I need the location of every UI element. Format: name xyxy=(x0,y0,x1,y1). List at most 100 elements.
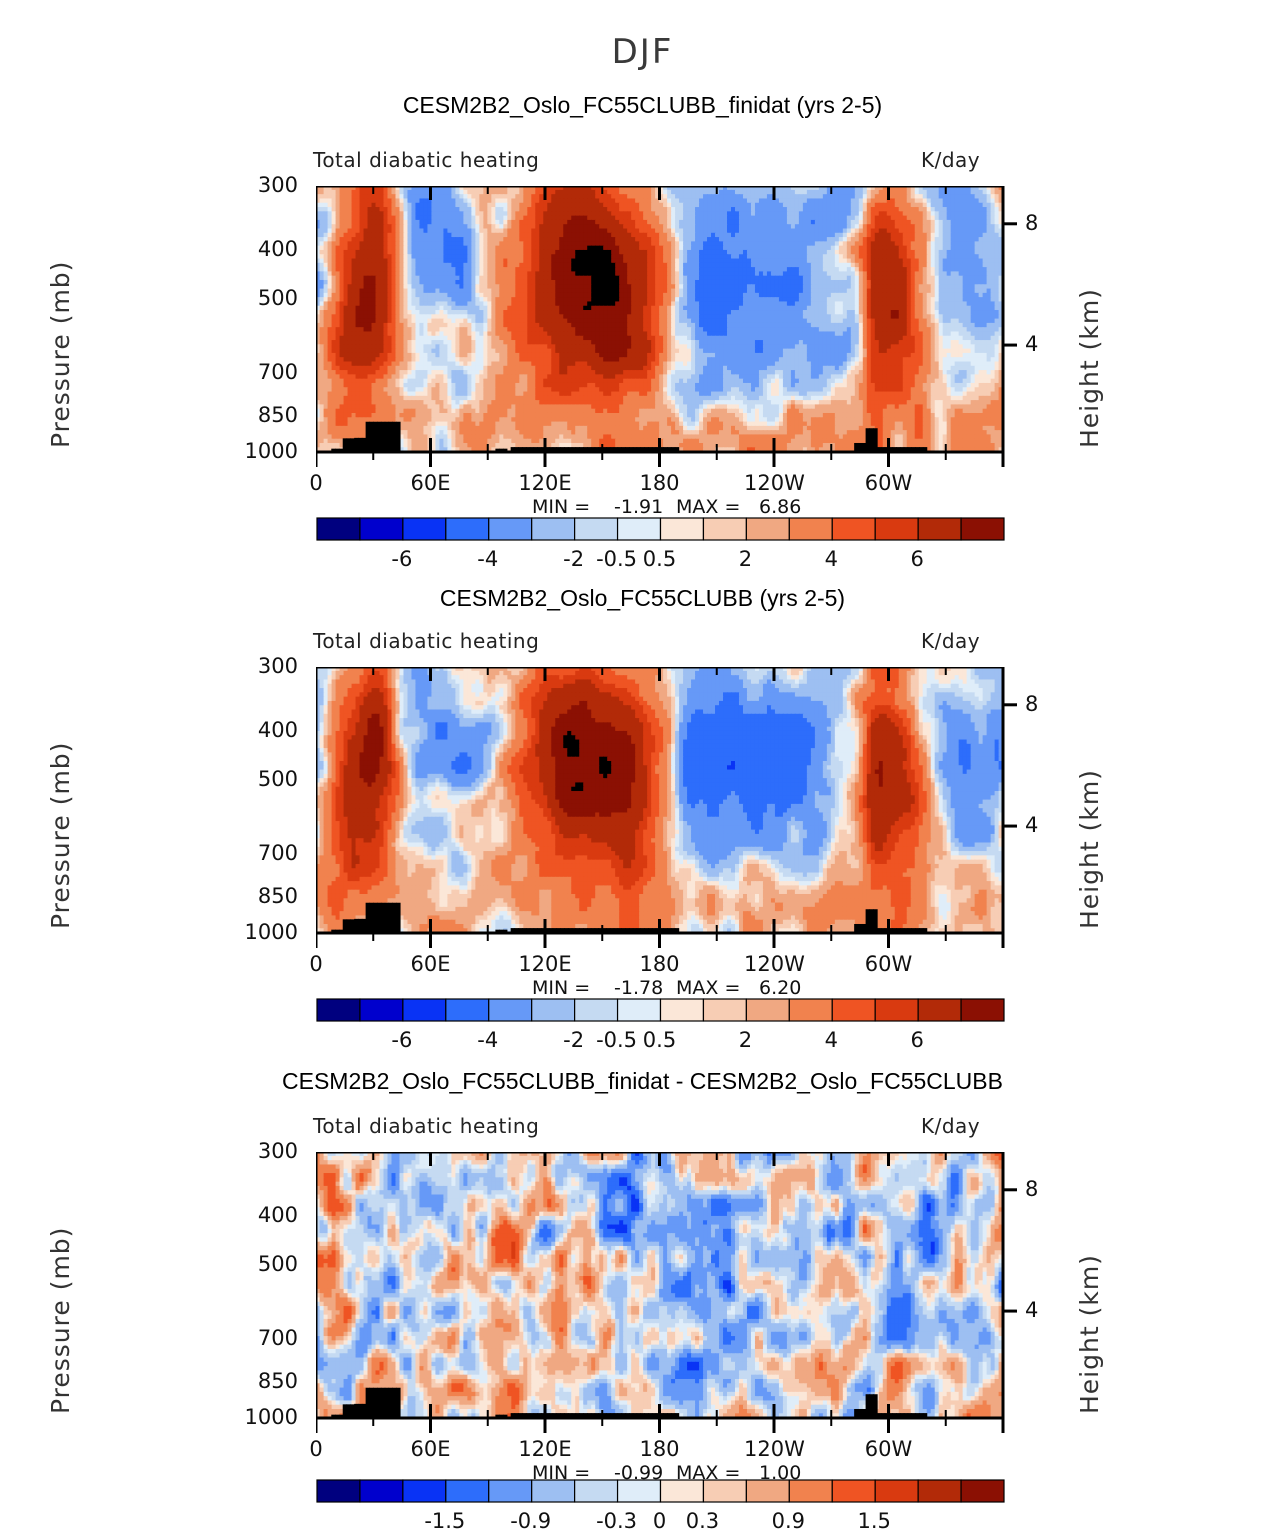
panel-2-colorbar-swatch xyxy=(575,999,618,1021)
panel-3-pressure-label: 400 xyxy=(0,1203,298,1227)
panel-2-colorbar-swatch xyxy=(961,999,1004,1021)
panel-1-lon-label: 120W xyxy=(744,471,804,495)
panel-1-title: CESM2B2_Oslo_FC55CLUBB_finidat (yrs 2-5) xyxy=(0,92,1285,119)
panel-2-pressure-label: 400 xyxy=(0,718,298,742)
panel-2-colorbar-swatch xyxy=(703,999,746,1021)
panel-2-colorbar-label: 4 xyxy=(786,1028,876,1052)
panel-1-contour-field xyxy=(316,186,1003,452)
panel-3-colorbar-swatch xyxy=(575,1480,618,1502)
panel-2-colorbar-swatch xyxy=(403,999,446,1021)
panel-1-colorbar-swatch xyxy=(961,518,1004,540)
panel-1-max-label: MAX = xyxy=(676,496,740,518)
panel-1-colorbar-label: -4 xyxy=(443,547,533,571)
panel-1-colorbar-swatch xyxy=(875,518,918,540)
panel-1-colorbar-label: -6 xyxy=(357,547,447,571)
panel-1-height-label: 8 xyxy=(1025,211,1038,235)
panel-1-min-value: -1.91 xyxy=(614,496,663,518)
panel-2-colorbar-label: -6 xyxy=(357,1028,447,1052)
panel-2-colorbar-swatch xyxy=(789,999,832,1021)
panel-1-colorbar-swatch xyxy=(317,518,360,540)
panel-3-units-label: K/day xyxy=(921,1114,980,1138)
panel-1-lon-label: 180 xyxy=(630,471,690,495)
panel-3-height-label: 4 xyxy=(1025,1298,1038,1322)
panel-2-colorbar[interactable] xyxy=(316,998,1005,1022)
panel-2-colorbar-swatch xyxy=(918,999,961,1021)
panel-1-plot xyxy=(316,186,1113,508)
panel-2-lon-label: 0 xyxy=(286,952,346,976)
panel-3-title: CESM2B2_Oslo_FC55CLUBB_finidat - CESM2B2… xyxy=(0,1068,1285,1095)
panel-2-min-value: -1.78 xyxy=(614,977,663,999)
panel-1-colorbar-swatch xyxy=(575,518,618,540)
panel-3-colorbar-swatch xyxy=(317,1480,360,1502)
panel-3-lon-label: 0 xyxy=(286,1437,346,1461)
panel-3-height-label: 8 xyxy=(1025,1177,1038,1201)
panel-1-y-axis-label-left: Pressure (mb) xyxy=(46,261,75,448)
panel-1-pressure-label: 400 xyxy=(0,237,298,261)
panel-2-colorbar-swatch xyxy=(489,999,532,1021)
panel-2-colorbar-swatch xyxy=(832,999,875,1021)
panel-2-colorbar-swatch xyxy=(618,999,661,1021)
panel-1-colorbar-label: 2 xyxy=(700,547,790,571)
panel-2-colorbar-label: -4 xyxy=(443,1028,533,1052)
panel-1-pressure-label: 1000 xyxy=(0,439,298,463)
panel-3-pressure-label: 850 xyxy=(0,1369,298,1393)
panel-1-colorbar-swatch xyxy=(489,518,532,540)
panel-1-pressure-label: 700 xyxy=(0,360,298,384)
panel-1-colorbar-swatch xyxy=(618,518,661,540)
panel-3-colorbar-swatch xyxy=(789,1480,832,1502)
panel-1-colorbar-swatch xyxy=(661,518,704,540)
panel-2-min-label: MIN = xyxy=(532,977,590,999)
panel-3-colorbar-swatch xyxy=(961,1480,1004,1502)
panel-3-colorbar-swatch xyxy=(532,1480,575,1502)
panel-1-colorbar-swatch xyxy=(403,518,446,540)
panel-2-lon-label: 60E xyxy=(401,952,461,976)
panel-3-pressure-label: 300 xyxy=(0,1139,298,1163)
panel-3-colorbar[interactable] xyxy=(316,1479,1005,1503)
panel-3-pressure-label: 500 xyxy=(0,1252,298,1276)
panel-2-lon-label: 180 xyxy=(630,952,690,976)
panel-3-colorbar-label: -0.9 xyxy=(486,1509,576,1533)
panel-2-lon-label: 120E xyxy=(515,952,575,976)
panel-1-colorbar-swatch xyxy=(532,518,575,540)
panel-1-pressure-label: 300 xyxy=(0,173,298,197)
panel-1-height-label: 4 xyxy=(1025,332,1038,356)
panel-2-max-value: 6.20 xyxy=(759,977,801,999)
panel-2-colorbar-swatch xyxy=(875,999,918,1021)
panel-1-colorbar[interactable] xyxy=(316,517,1005,541)
panel-1-colorbar-swatch xyxy=(918,518,961,540)
panel-2-field-label: Total diabatic heating xyxy=(313,629,539,653)
panel-3-colorbar-swatch xyxy=(832,1480,875,1502)
panel-3-field-label: Total diabatic heating xyxy=(313,1114,539,1138)
panel-3-plot xyxy=(316,1152,1113,1474)
panel-1-max-value: 6.86 xyxy=(759,496,801,518)
panel-1-field-label: Total diabatic heating xyxy=(313,148,539,172)
panel-2-pressure-label: 500 xyxy=(0,767,298,791)
panel-1-units-label: K/day xyxy=(921,148,980,172)
panel-2-pressure-label: 700 xyxy=(0,841,298,865)
panel-2-colorbar-label: 0.5 xyxy=(615,1028,705,1052)
panel-3-colorbar-swatch xyxy=(703,1480,746,1502)
panel-3-y-axis-label-right: Height (km) xyxy=(1075,1254,1104,1414)
panel-1-lon-label: 60E xyxy=(401,471,461,495)
panel-2-colorbar-swatch xyxy=(446,999,489,1021)
season-title: DJF xyxy=(0,32,1285,72)
panel-3-lon-label: 60W xyxy=(859,1437,919,1461)
panel-3-colorbar-swatch xyxy=(661,1480,704,1502)
panel-1-lon-label: 0 xyxy=(286,471,346,495)
panel-1-min-label: MIN = xyxy=(532,496,590,518)
panel-1-colorbar-swatch xyxy=(703,518,746,540)
panel-1-colorbar-swatch xyxy=(789,518,832,540)
panel-1-colorbar-label: 4 xyxy=(786,547,876,571)
panel-1-colorbar-swatch xyxy=(360,518,403,540)
panel-3-colorbar-swatch xyxy=(618,1480,661,1502)
panel-2-pressure-label: 850 xyxy=(0,884,298,908)
panel-1-colorbar-swatch xyxy=(446,518,489,540)
panel-2-y-axis-label-right: Height (km) xyxy=(1075,769,1104,929)
panel-2-colorbar-swatch xyxy=(360,999,403,1021)
panel-1-colorbar-label: 6 xyxy=(872,547,962,571)
panel-2-colorbar-swatch xyxy=(746,999,789,1021)
panel-3-colorbar-swatch xyxy=(360,1480,403,1502)
panel-2-height-label: 8 xyxy=(1025,692,1038,716)
panel-3-colorbar-label: 1.5 xyxy=(829,1509,919,1533)
